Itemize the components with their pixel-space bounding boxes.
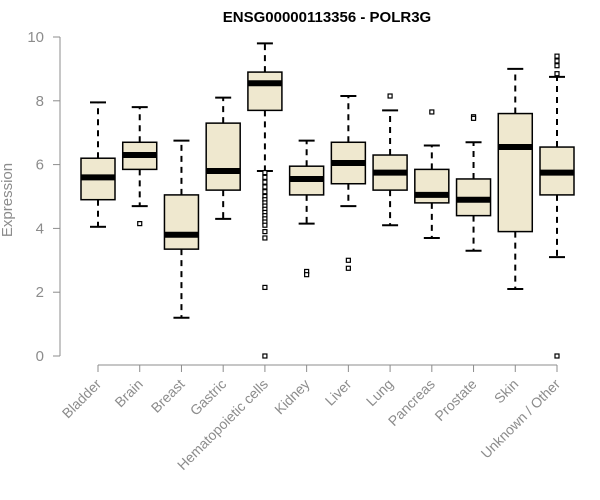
chart-title: ENSG00000113356 - POLR3G <box>223 9 431 26</box>
y-tick-label: 8 <box>36 93 44 110</box>
box-breast <box>163 139 200 319</box>
outlier-point <box>262 353 268 359</box>
box-brain <box>121 106 158 227</box>
outlier-point <box>470 115 477 121</box>
outlier-point <box>387 93 393 99</box>
box-pancreas <box>414 109 450 239</box>
box-prostate <box>455 114 492 252</box>
x-tick-label: Brain <box>111 376 145 410</box>
x-tick-label: Skin <box>491 376 522 407</box>
box-gastric <box>205 96 241 220</box>
y-axis-label: Expression <box>0 163 16 237</box>
y-tick-label: 0 <box>36 348 44 365</box>
x-tick-label: Unknown / Other <box>478 376 564 462</box>
outlier-point <box>262 235 268 241</box>
box-iqr <box>163 194 200 250</box>
outlier-point <box>554 58 560 64</box>
box-bladder <box>80 101 116 228</box>
outlier-point <box>262 189 268 195</box>
y-tick-label: 6 <box>36 157 44 174</box>
y-tick-label: 10 <box>27 29 44 46</box>
box-lung <box>372 93 408 227</box>
box-unknown-other <box>539 53 575 359</box>
outlier-point <box>262 174 268 180</box>
y-tick-label: 4 <box>36 220 44 237</box>
outlier-point <box>554 53 560 59</box>
x-tick-label: Bladder <box>59 376 105 422</box>
x-tick-label: Breast <box>148 376 188 416</box>
box-hematopoietic-cells <box>247 42 283 359</box>
outlier-point <box>429 109 435 115</box>
box-liver <box>330 95 367 271</box>
y-tick-label: 2 <box>36 284 44 301</box>
outlier-point <box>137 221 143 227</box>
box-series <box>80 42 575 359</box>
outlier-point <box>262 179 268 185</box>
box-iqr <box>205 122 241 191</box>
x-tick-label: Liver <box>322 376 355 409</box>
outlier-point <box>262 284 268 291</box>
box-kidney <box>288 139 325 278</box>
outlier-point <box>262 222 268 228</box>
outlier-point <box>554 63 560 69</box>
y-axis: 0 2 4 6 8 10 <box>27 29 61 365</box>
outlier-point <box>554 353 560 359</box>
box-skin <box>497 67 534 291</box>
x-tick-label: Kidney <box>271 376 313 418</box>
x-tick-label: Lung <box>363 376 396 409</box>
outlier-point <box>262 169 268 176</box>
box-iqr <box>497 112 534 233</box>
x-tick-label: Prostate <box>431 376 479 424</box>
box-iqr <box>247 71 283 112</box>
outlier-point <box>262 184 268 190</box>
outlier-point <box>345 257 351 263</box>
outlier-point <box>262 228 268 235</box>
outlier-point <box>304 272 310 278</box>
outlier-point <box>554 71 560 77</box>
outlier-point <box>345 265 351 271</box>
